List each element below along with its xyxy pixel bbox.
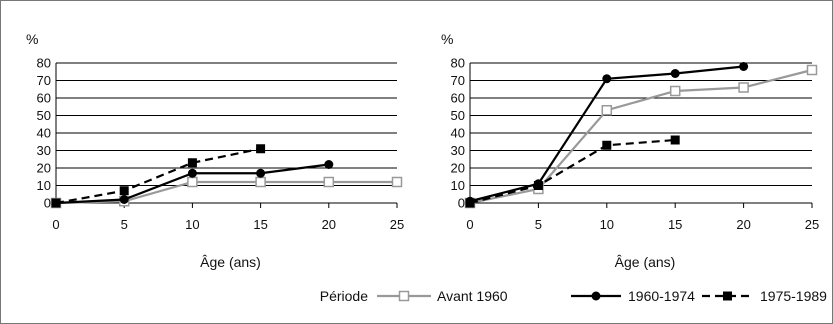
y-axis-label: % (441, 31, 453, 47)
x-tick-label: 5 (535, 217, 542, 232)
legend-item-1975-1989: 1975-1989 (702, 288, 827, 304)
y-tick-label: 80 (451, 56, 465, 71)
y-tick-label: 60 (451, 91, 465, 106)
data-point (739, 62, 749, 71)
data-point (187, 176, 198, 188)
chart-panel-left: 0 10 20 30 40 50 60 70 80 0 5 10 15 20 25% Âge (ans) (26, 31, 404, 270)
data-point (738, 82, 749, 93)
x-tick-label: 20 (736, 217, 750, 232)
y-tick-label: 0 (44, 196, 51, 211)
y-tick-label: 60 (37, 91, 51, 106)
data-point (806, 64, 818, 76)
data-point (324, 160, 334, 169)
data-point (119, 186, 129, 196)
data-point (391, 176, 403, 188)
series-line (469, 65, 744, 203)
y-tick-label: 10 (451, 178, 465, 193)
series-avant-1960 (464, 64, 818, 209)
data-point (465, 198, 475, 208)
y-tick-label: 10 (37, 178, 51, 193)
data-point (255, 176, 266, 188)
data-point (256, 144, 266, 154)
legend-marker (398, 290, 410, 302)
x-tick-label: 10 (600, 217, 614, 232)
data-point (323, 176, 335, 188)
x-tick-label: 25 (805, 217, 819, 232)
data-point (602, 74, 612, 84)
data-point (51, 198, 61, 208)
series-1975-1989 (465, 135, 680, 208)
y-tick-label: 30 (37, 143, 51, 158)
x-tick-label: 0 (466, 217, 473, 232)
y-tick-label: 50 (451, 108, 465, 123)
y-tick-label: 40 (37, 126, 51, 141)
x-axis-label: Âge (ans) (200, 254, 261, 270)
x-tick-label: 20 (322, 217, 336, 232)
y-tick-label: 70 (37, 73, 51, 88)
data-point (670, 135, 680, 145)
y-axis-label: % (26, 31, 38, 47)
data-point (187, 168, 197, 178)
legend-marker (591, 291, 601, 301)
y-tick-label: 80 (37, 56, 51, 71)
y-tick-label: 50 (37, 108, 51, 123)
y-tick-label: 20 (37, 161, 51, 176)
legend-label: 1975-1989 (760, 288, 827, 304)
data-point (187, 158, 197, 168)
x-tick-label: 0 (52, 217, 59, 232)
x-tick-label: 5 (121, 217, 128, 232)
legend-label: 1960-1974 (628, 288, 695, 304)
legend: Période Avant 1960 1960-1974 1975-1989 (320, 288, 827, 304)
y-tick-label: 30 (451, 143, 465, 158)
x-axis-label: Âge (ans) (615, 254, 676, 270)
series-line (469, 68, 813, 205)
series-line (55, 180, 397, 205)
data-point (669, 85, 681, 97)
x-tick-label: 25 (390, 217, 404, 232)
series-1960-1974 (465, 62, 749, 206)
legend-label: Avant 1960 (437, 288, 508, 304)
data-point (533, 181, 543, 190)
data-point (670, 69, 680, 78)
y-tick-label: 0 (458, 196, 465, 211)
legend-item-1960-1974: 1960-1974 (571, 288, 695, 304)
legend-marker (723, 291, 732, 301)
x-tick-label: 15 (253, 217, 267, 232)
data-point (119, 195, 129, 204)
legend-title: Période (320, 288, 368, 304)
y-tick-label: 20 (451, 161, 465, 176)
series-line (469, 138, 676, 205)
series-line (55, 147, 261, 205)
x-tick-label: 10 (185, 217, 199, 232)
y-tick-label: 40 (451, 126, 465, 141)
data-point (601, 105, 613, 116)
chart-panel-right: 0 10 20 30 40 50 60 70 80 0 5 10 15 20 25% Âge (ans) (441, 31, 819, 270)
x-tick-label: 15 (668, 217, 682, 232)
legend-item-avant-1960: Avant 1960 (377, 288, 508, 304)
data-point (602, 140, 612, 150)
data-point (256, 168, 266, 178)
y-tick-label: 70 (451, 73, 465, 88)
series-1975-1989 (51, 144, 266, 208)
